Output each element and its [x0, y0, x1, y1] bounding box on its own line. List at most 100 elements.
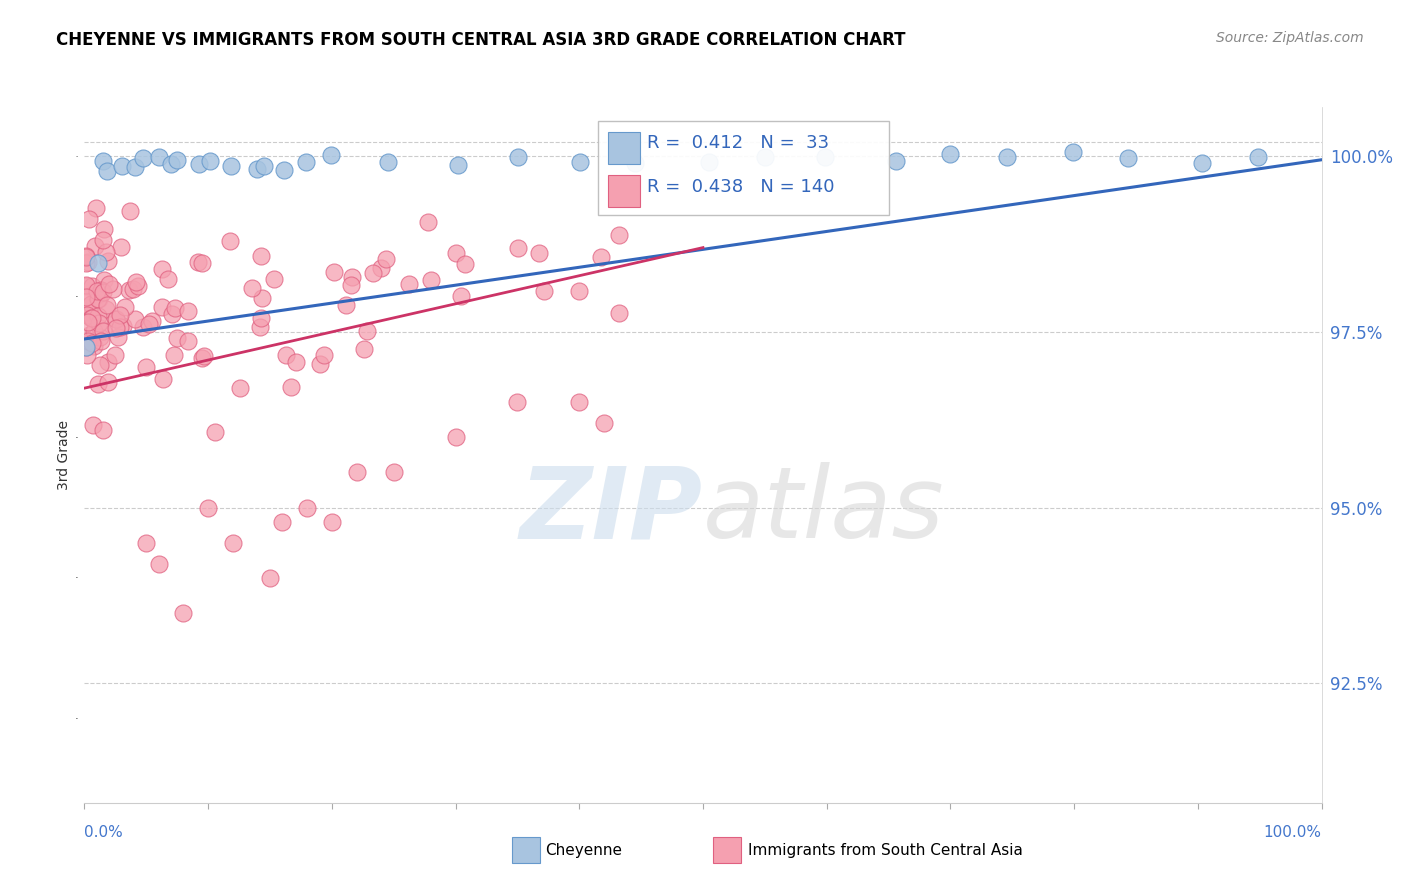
Point [508, 241, 530, 255]
Point [75, 340, 97, 354]
Point [152, 372, 174, 386]
Point [284, 355, 307, 369]
Point [91, 234, 114, 248]
Point [96, 163, 118, 178]
Point [76, 315, 98, 329]
Point [446, 246, 468, 260]
Point [75, 341, 97, 355]
Point [97, 376, 120, 390]
Point [76, 309, 98, 323]
Point [249, 319, 271, 334]
Point [939, 147, 962, 161]
Point [89, 358, 111, 372]
Point [374, 252, 396, 267]
Point [91, 154, 114, 169]
Point [166, 331, 188, 345]
Point [138, 317, 160, 331]
Point [454, 257, 477, 271]
Point [346, 466, 368, 480]
Point [132, 320, 155, 334]
Point [87, 256, 110, 270]
Point [87, 316, 110, 330]
Text: 100.0%: 100.0% [1264, 825, 1322, 840]
Point [114, 300, 136, 314]
Point [135, 360, 157, 375]
Point [309, 357, 332, 371]
Point [124, 161, 146, 175]
FancyBboxPatch shape [607, 132, 640, 163]
Point [240, 280, 263, 294]
Point [219, 159, 242, 173]
Point [271, 515, 294, 529]
Point [150, 301, 173, 315]
Point [370, 261, 392, 276]
Point [148, 557, 170, 571]
Point [249, 311, 271, 326]
Point [249, 249, 271, 263]
Point [506, 395, 529, 409]
Point [280, 380, 302, 394]
Point [96, 301, 118, 316]
Point [252, 291, 274, 305]
Point [107, 330, 129, 344]
Point [995, 150, 1018, 164]
Point [103, 348, 125, 362]
Point [83, 339, 105, 353]
Point [319, 148, 342, 162]
Point [568, 395, 591, 409]
Point [89, 321, 111, 335]
Point [122, 282, 145, 296]
Point [200, 154, 222, 169]
Point [75, 290, 97, 304]
Point [353, 342, 375, 356]
Point [157, 271, 180, 285]
Point [568, 284, 591, 298]
Point [101, 282, 124, 296]
Point [527, 245, 550, 260]
Point [446, 158, 468, 172]
Point [148, 150, 170, 164]
Point [127, 279, 149, 293]
Point [444, 430, 467, 444]
Point [87, 292, 110, 306]
Point [77, 305, 100, 319]
Point [97, 254, 120, 268]
Point [80, 336, 103, 351]
Point [97, 355, 120, 369]
Point [295, 155, 318, 169]
Point [246, 162, 269, 177]
Point [163, 348, 186, 362]
Point [191, 255, 214, 269]
Text: CHEYENNE VS IMMIGRANTS FROM SOUTH CENTRAL ASIA 3RD GRADE CORRELATION CHART: CHEYENNE VS IMMIGRANTS FROM SOUTH CENTRA… [56, 31, 905, 49]
FancyBboxPatch shape [598, 121, 889, 215]
Point [172, 606, 194, 620]
Point [105, 311, 128, 326]
Point [884, 154, 907, 169]
Point [197, 500, 219, 515]
Point [569, 155, 592, 169]
Point [75, 250, 97, 264]
Point [76, 347, 98, 361]
Point [110, 159, 132, 173]
Point [75, 256, 97, 270]
Point [82, 418, 104, 433]
Point [222, 535, 245, 549]
Point [97, 277, 120, 292]
Point [814, 150, 837, 164]
Point [150, 262, 173, 277]
Point [96, 298, 118, 312]
Point [160, 306, 183, 320]
Point [125, 275, 148, 289]
Point [166, 153, 188, 168]
Point [89, 330, 111, 344]
Point [188, 157, 211, 171]
Point [104, 311, 127, 326]
Point [1062, 145, 1084, 159]
Point [607, 305, 630, 319]
Point [124, 311, 146, 326]
Point [108, 309, 131, 323]
Point [91, 423, 114, 437]
Point [163, 301, 186, 316]
Point [339, 278, 361, 293]
Point [79, 289, 101, 303]
